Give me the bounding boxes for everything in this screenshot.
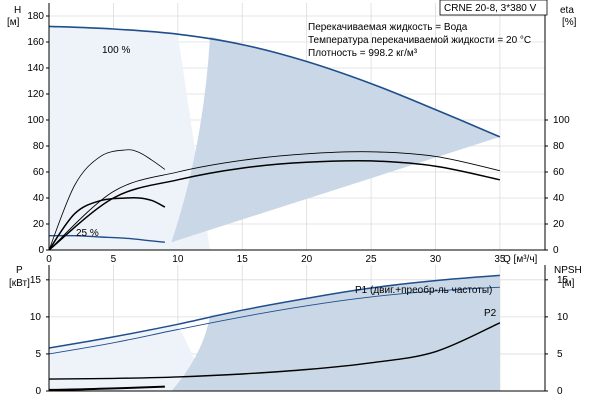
operating-regions xyxy=(49,26,500,391)
top-right-tick-label: 60 xyxy=(553,167,565,178)
top-left-tick-label: 40 xyxy=(33,193,45,204)
top-left-tick-label: 100 xyxy=(27,115,44,126)
x-tick-label: 35 xyxy=(494,254,506,265)
top-right-tick-label: 100 xyxy=(553,115,570,126)
top-left-tick-label: 180 xyxy=(27,11,44,22)
power-curve-p1 xyxy=(48,274,500,349)
head-curve-100 xyxy=(48,25,501,138)
top-right-axis-unit: [%] xyxy=(562,17,577,28)
x-tick-label: 10 xyxy=(172,254,184,265)
model-label: CRNE 20-8, 3*380 V xyxy=(444,3,537,14)
speed-100-label: 100 % xyxy=(102,45,130,56)
top-left-tick-label: 80 xyxy=(33,141,45,152)
efficiency-curve-25-upper xyxy=(48,149,166,251)
top-left-tick-label: 140 xyxy=(27,63,44,74)
p1-series-label: P1 (двиг.+преобр-ль частоты) xyxy=(355,284,492,296)
model-box xyxy=(439,0,548,16)
top-left-tick-label: 0 xyxy=(38,245,44,256)
x-axis-label: Q [м³/ч] xyxy=(503,254,538,265)
top-right-tick-label: 20 xyxy=(553,219,565,230)
bottom-right-tick-label: 0 xyxy=(557,386,563,397)
liquid-label: Перекачиваемая жидкость = Вода xyxy=(308,22,468,33)
bottom-left-tick-label: 10 xyxy=(30,312,42,323)
x-tick-label: 20 xyxy=(301,254,313,265)
speed-25-label: 25 % xyxy=(76,228,99,239)
x-tick-label: 5 xyxy=(111,254,117,265)
top-left-tick-label: 120 xyxy=(27,89,44,100)
efficiency-curve-upper xyxy=(48,151,500,251)
axes-layer: 0 5 10 15 20 25 30 3502040608010012014016018002… xyxy=(27,3,570,397)
power-curve-p2 xyxy=(48,286,500,355)
top-operating-region xyxy=(171,36,500,243)
density-label: Плотность = 998.2 кг/м³ xyxy=(308,48,418,59)
bottom-light-region xyxy=(49,324,211,391)
top-light-region xyxy=(49,26,211,251)
bottom-right-axis-label: NPSH xyxy=(554,265,582,276)
power-curve-25 xyxy=(48,385,165,391)
top-left-tick-label: 160 xyxy=(27,37,44,48)
temperature-label: Температура перекачиваемой жидкости = 20… xyxy=(308,35,531,46)
bottom-right-tick-label: 5 xyxy=(557,349,563,360)
bottom-left-axis-unit: [кВт] xyxy=(9,278,30,289)
bottom-right-tick-label: 15 xyxy=(557,275,569,286)
top-left-tick-label: 60 xyxy=(33,167,45,178)
top-left-tick-label: 20 xyxy=(33,219,45,230)
top-right-tick-label: 0 xyxy=(553,245,559,256)
bottom-right-tick-label: 10 xyxy=(557,312,569,323)
top-left-axis-unit: [м] xyxy=(7,17,20,28)
bottom-left-tick-label: 15 xyxy=(30,275,42,286)
npsh-curve xyxy=(48,322,501,380)
bottom-left-tick-label: 0 xyxy=(35,386,41,397)
bottom-right-axis-unit: [м] xyxy=(562,278,575,289)
top-right-tick-label: 40 xyxy=(553,193,565,204)
top-right-tick-label: 80 xyxy=(553,141,565,152)
bottom-operating-region xyxy=(171,275,500,391)
x-tick-label: 15 xyxy=(237,254,249,265)
efficiency-curve-25-lower xyxy=(48,196,166,251)
x-tick-label: 0 xyxy=(46,254,52,265)
curves-layer xyxy=(48,25,501,391)
x-tick-label: 25 xyxy=(366,254,378,265)
top-left-axis-label: H xyxy=(14,5,21,16)
head-curve-25 xyxy=(48,234,165,243)
top-right-axis-label: eta xyxy=(560,5,574,16)
bottom-left-tick-label: 5 xyxy=(35,349,41,360)
bottom-left-axis-label: P xyxy=(16,265,23,276)
x-tick-label: 30 xyxy=(430,254,442,265)
p2-series-label: P2 xyxy=(484,308,497,319)
